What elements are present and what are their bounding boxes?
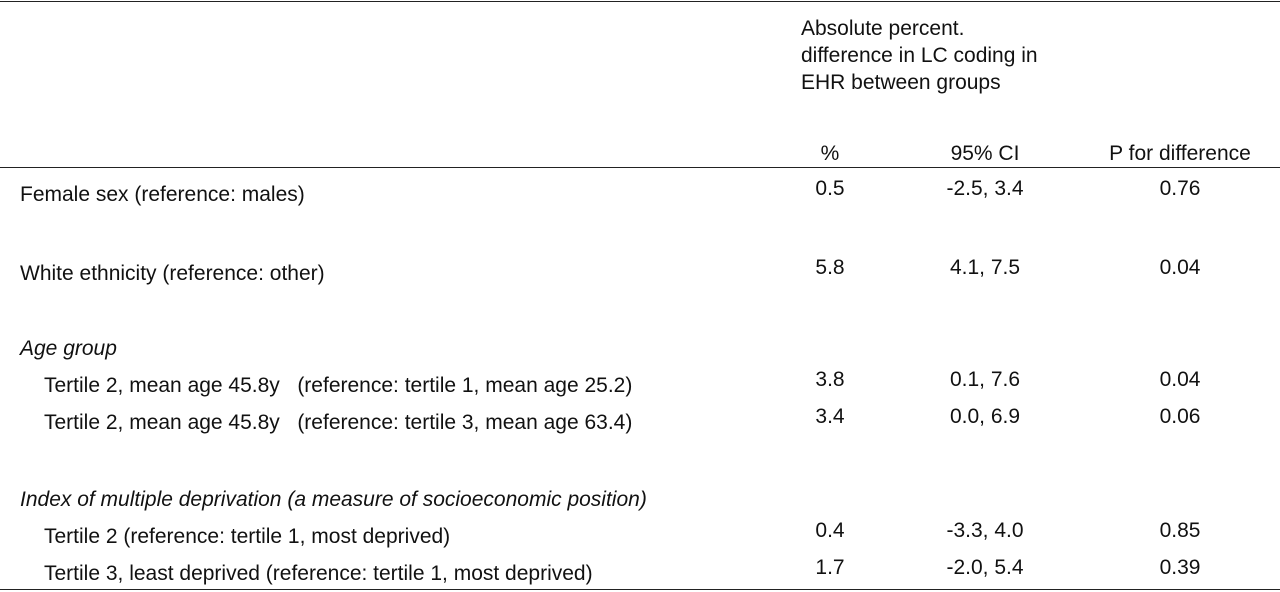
section-heading: Index of multiple deprivation (a measure…	[20, 488, 647, 511]
column-header-percent: %	[820, 142, 840, 165]
row-label: Female sex (reference: males)	[20, 183, 305, 206]
column-header-p: P for difference	[1109, 142, 1251, 165]
p-cell: 0.85	[1159, 519, 1201, 542]
p-cell: 0.39	[1159, 556, 1201, 579]
bottom-rule	[0, 589, 1280, 590]
column-header-ci: 95% CI	[950, 142, 1020, 165]
ci-cell: 0.1, 7.6	[949, 368, 1021, 391]
table-row: Tertile 2 (reference: tertile 1, most de…	[0, 519, 1280, 553]
table-row: Tertile 2, mean age 45.8y (reference: te…	[0, 405, 1280, 439]
p-cell: 0.06	[1159, 405, 1201, 428]
percent-cell: 3.4	[815, 405, 845, 428]
ci-cell: -2.0, 5.4	[946, 556, 1024, 579]
row-label: White ethnicity (reference: other)	[20, 262, 325, 285]
row-label: Tertile 2, mean age 45.8y (reference: te…	[44, 411, 633, 434]
ci-cell: 0.0, 6.9	[949, 405, 1021, 428]
percent-cell: 0.5	[815, 177, 845, 200]
ci-cell: -2.5, 3.4	[946, 177, 1024, 200]
percent-cell: 1.7	[815, 556, 845, 579]
section-heading-row: Age group	[0, 337, 1280, 365]
percent-cell: 0.4	[815, 519, 845, 542]
group-header-line-1: Absolute percent.	[801, 17, 965, 40]
p-cell: 0.76	[1159, 177, 1201, 200]
p-cell: 0.04	[1159, 256, 1201, 279]
table-row: Tertile 2, mean age 45.8y (reference: te…	[0, 368, 1280, 402]
row-label: Tertile 2 (reference: tertile 1, most de…	[44, 525, 451, 548]
row-label: Tertile 3, least deprived (reference: te…	[44, 562, 593, 585]
group-header-line-3: EHR between groups	[801, 71, 1001, 94]
table-row: Tertile 3, least deprived (reference: te…	[0, 556, 1280, 590]
section-heading-row: Index of multiple deprivation (a measure…	[0, 488, 1280, 516]
row-label: Tertile 2, mean age 45.8y (reference: te…	[44, 374, 633, 397]
section-heading: Age group	[20, 337, 117, 360]
p-cell: 0.04	[1159, 368, 1201, 391]
header-rule	[0, 167, 1280, 168]
percent-cell: 5.8	[815, 256, 845, 279]
group-column-header: Absolute percent. difference in LC codin…	[801, 15, 1101, 96]
top-rule	[0, 1, 1280, 2]
table-row: White ethnicity (reference: other) 5.8 4…	[0, 256, 1280, 290]
group-header-line-2: difference in LC coding in	[801, 44, 1038, 67]
percent-cell: 3.8	[815, 368, 845, 391]
ci-cell: 4.1, 7.5	[949, 256, 1021, 279]
ci-cell: -3.3, 4.0	[946, 519, 1024, 542]
table-row: Female sex (reference: males) 0.5 -2.5, …	[0, 177, 1280, 211]
